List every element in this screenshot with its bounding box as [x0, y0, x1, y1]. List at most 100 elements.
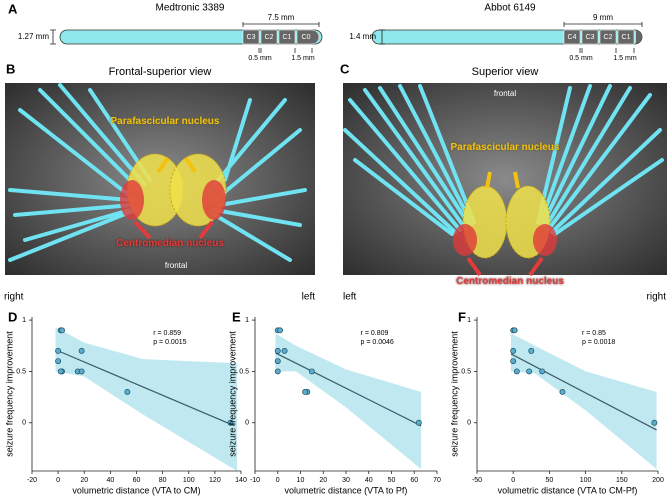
- y-tick-label: 0.5: [239, 368, 249, 375]
- data-point: [78, 368, 85, 375]
- data-point: [274, 347, 281, 354]
- data-point: [415, 419, 422, 426]
- side-label: left: [343, 292, 357, 303]
- data-point: [274, 358, 281, 365]
- view-title: Frontal-superior view: [109, 66, 212, 78]
- data-point: [302, 388, 308, 395]
- x-tick-label: -20: [27, 477, 37, 484]
- span: 9 mm: [593, 13, 613, 22]
- contact: C4: [568, 34, 577, 41]
- nucleus-label: Parafascicular nucleus: [450, 142, 560, 153]
- data-point: [57, 368, 64, 375]
- data-point: [528, 347, 535, 354]
- data-point: [227, 419, 234, 426]
- contact: C1: [622, 34, 631, 41]
- data-point: [510, 358, 517, 365]
- contact: C0: [302, 34, 311, 41]
- annotation: r = 0.85: [582, 330, 606, 337]
- contact: C1: [283, 34, 292, 41]
- data-point: [559, 388, 566, 395]
- x-tick-label: 0: [276, 477, 280, 484]
- data-point: [78, 347, 85, 354]
- x-tick-label: 150: [616, 477, 628, 484]
- data-point: [55, 347, 62, 354]
- x-tick-label: 0: [511, 477, 515, 484]
- x-tick-label: 20: [80, 477, 88, 484]
- brain-image-superior: [343, 83, 667, 277]
- y-tick-label: 0: [245, 420, 249, 427]
- x-tick-label: 40: [365, 477, 373, 484]
- x-tick-label: 80: [159, 477, 167, 484]
- diameter: 1.4 mm: [349, 32, 376, 41]
- nucleus-label: Parafascicular nucleus: [110, 116, 220, 127]
- panel-label: E: [232, 309, 241, 324]
- brain-image-frontal-superior: [5, 83, 315, 275]
- x-tick-label: 50: [546, 477, 554, 484]
- x-tick-label: -50: [472, 477, 482, 484]
- y-tick-label: 0: [467, 420, 471, 427]
- x-tick-label: 140: [235, 477, 247, 484]
- fit-line: [275, 352, 422, 427]
- x-tick-label: 0: [56, 477, 60, 484]
- confidence-band: [275, 333, 422, 469]
- x-tick-label: 20: [319, 477, 327, 484]
- y-axis-label: seizure frequency improvement: [449, 331, 459, 457]
- contact-length: 1.5 mm: [291, 55, 315, 62]
- x-tick-label: 40: [106, 477, 114, 484]
- x-tick-label: 10: [297, 477, 305, 484]
- y-tick-label: 0.5: [16, 368, 26, 375]
- fit-line: [57, 350, 235, 427]
- side-label: right: [4, 292, 24, 303]
- panel-label: C: [340, 61, 350, 76]
- data-point: [281, 347, 288, 354]
- y-tick-label: 1: [245, 317, 249, 324]
- panel-label: F: [458, 309, 466, 324]
- panel-label: D: [8, 309, 17, 324]
- panel-label: B: [6, 61, 15, 76]
- x-tick-label: 100: [580, 477, 592, 484]
- data-point: [539, 368, 546, 375]
- data-point: [511, 327, 518, 334]
- contact: C3: [247, 34, 256, 41]
- x-tick-label: 60: [410, 477, 418, 484]
- spacing: 0.5 mm: [569, 55, 593, 62]
- data-point: [651, 419, 658, 426]
- x-tick-label: 60: [133, 477, 141, 484]
- span: 7.5 mm: [268, 13, 295, 22]
- confidence-band: [511, 333, 657, 469]
- y-tick-label: 0: [22, 420, 26, 427]
- diameter: 1.27 mm: [18, 32, 49, 41]
- x-tick-label: 30: [342, 477, 350, 484]
- annotation: p = 0.0015: [153, 339, 186, 346]
- spacing: 0.5 mm: [248, 55, 272, 62]
- y-tick-label: 0.5: [461, 368, 471, 375]
- side-label: left: [302, 292, 316, 303]
- data-point: [59, 327, 65, 334]
- data-point: [55, 358, 62, 365]
- x-tick-label: -10: [250, 477, 260, 484]
- data-point: [274, 368, 281, 375]
- data-point: [308, 368, 315, 375]
- x-tick-label: 70: [433, 477, 441, 484]
- confidence-band: [55, 327, 238, 471]
- contact: C2: [265, 34, 274, 41]
- x-tick-label: 50: [388, 477, 396, 484]
- annotation: r = 0.859: [153, 330, 181, 337]
- x-axis-label: volumetric distance (VTA to CM-Pf): [498, 485, 638, 495]
- data-point: [513, 368, 520, 375]
- contact: C2: [604, 34, 613, 41]
- annotation: p = 0.0046: [361, 339, 394, 346]
- orientation: frontal: [494, 89, 516, 98]
- annotation: r = 0.809: [361, 330, 389, 337]
- y-axis-label: seizure frequency improvement: [227, 331, 237, 457]
- y-tick-label: 1: [467, 317, 471, 324]
- annotation: p = 0.0018: [582, 339, 615, 346]
- orientation: frontal: [165, 261, 187, 270]
- electrode-diagram: [50, 22, 643, 53]
- nucleus-label: Centromedian nucleus: [456, 276, 564, 287]
- y-tick-label: 1: [22, 317, 26, 324]
- view-title: Superior view: [472, 66, 539, 78]
- data-point: [526, 368, 533, 375]
- x-tick-label: 120: [209, 477, 221, 484]
- y-axis-label: seizure frequency improvement: [4, 331, 14, 457]
